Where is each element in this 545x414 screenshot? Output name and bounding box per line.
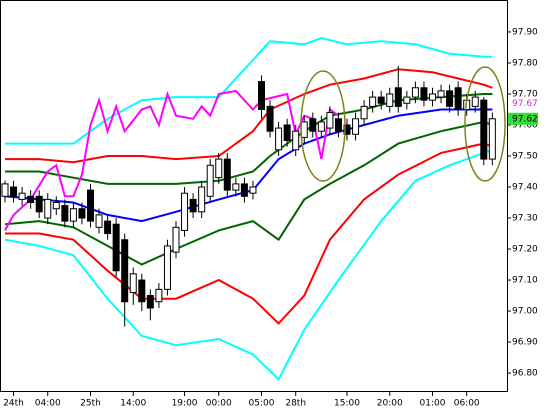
candle-body: [411, 87, 419, 98]
indicator-line: [4, 89, 340, 231]
candle-body: [266, 105, 274, 132]
candle-body: [394, 87, 402, 107]
indicator-line: [4, 148, 493, 381]
y-tick-label: 97.80: [512, 58, 538, 68]
candle-body: [377, 96, 385, 104]
candle-body: [275, 127, 283, 151]
x-tick-label: 19:00: [172, 399, 198, 409]
candle-body: [95, 214, 103, 228]
y-tick-label: 97.40: [512, 183, 538, 193]
plot-frame: [0, 0, 508, 392]
candle-body: [215, 158, 223, 179]
y-tick-label: 97.50: [512, 151, 538, 161]
candle-body: [258, 81, 265, 110]
candle-body: [189, 198, 197, 213]
candle-body: [104, 220, 112, 235]
candle-body: [283, 124, 291, 141]
x-tick-label: 04:00: [35, 399, 61, 409]
y-tick-label: 97.70: [512, 89, 538, 99]
candle-body: [1, 183, 9, 197]
candle-body: [334, 118, 342, 132]
candle-body: [138, 279, 146, 303]
candle-body: [206, 164, 214, 197]
candle-body: [309, 118, 317, 132]
y-tick-label: 97.10: [512, 276, 538, 286]
highlight-ellipse: [464, 66, 506, 182]
x-tick-label: 24th: [3, 399, 24, 409]
candle-body: [369, 96, 377, 107]
y-tick-label: 97.60: [512, 120, 538, 130]
candle-body: [223, 158, 231, 191]
candle-body: [488, 118, 496, 160]
candle-body: [27, 195, 35, 204]
candle-body: [232, 183, 240, 191]
candle-body: [429, 93, 436, 101]
candle-body: [78, 208, 86, 219]
x-tick-label: 20:00: [377, 399, 403, 409]
candle-body: [292, 130, 300, 151]
indicator-line: [5, 37, 493, 145]
price-label-box: [508, 112, 538, 125]
candle-body: [146, 295, 154, 309]
candle-body: [360, 105, 368, 120]
candle-body: [52, 202, 60, 210]
candle-body: [480, 99, 488, 160]
candle-body: [249, 186, 257, 194]
y-tick-label: 96.80: [512, 369, 538, 379]
candle-body: [112, 223, 120, 272]
indicator-line: [4, 120, 493, 266]
indicator-line: [5, 142, 493, 325]
y-tick-label: 97.20: [512, 245, 538, 255]
x-tick-label: 05:00: [249, 399, 275, 409]
y-tick-label: 97.00: [512, 307, 538, 317]
x-tick-label: 06:00: [454, 399, 480, 409]
candle-body: [420, 87, 428, 101]
y-tick-label: 97.30: [512, 214, 538, 224]
candle-body: [471, 96, 479, 107]
indicator-line: [5, 93, 493, 185]
candle-body: [69, 208, 77, 222]
candle-body: [300, 121, 308, 138]
candle-body: [10, 186, 18, 197]
candle-body: [155, 288, 163, 303]
highlight-ellipse: [300, 70, 346, 182]
candle-body: [240, 183, 248, 197]
price-label: 97.67: [512, 99, 538, 109]
price-label: 97.62: [512, 114, 538, 124]
candle-body: [386, 93, 394, 107]
candle-body: [437, 90, 445, 98]
x-tick-label: 00:00: [206, 399, 232, 409]
candle-body: [352, 118, 360, 135]
y-tick-label: 96.90: [512, 338, 538, 348]
candle-body: [44, 198, 52, 219]
candle-body: [18, 192, 26, 200]
candle-body: [163, 245, 171, 290]
candle-body: [172, 226, 180, 253]
candle-body: [446, 90, 454, 107]
candle-body: [454, 87, 462, 110]
x-tick-label: 28th: [285, 399, 306, 409]
x-tick-label: 14:00: [120, 399, 146, 409]
candle-body: [87, 189, 94, 222]
x-tick-label: 01:00: [420, 399, 446, 409]
candle-body: [198, 186, 206, 213]
candle-body: [326, 112, 334, 129]
y-tick-label: 97.90: [512, 27, 538, 37]
candle-body: [61, 205, 69, 222]
candle-body: [317, 121, 325, 132]
candle-body: [403, 96, 411, 104]
candle-body: [35, 195, 43, 213]
x-tick-label: 15:00: [334, 399, 360, 409]
x-tick-label: 25th: [80, 399, 101, 409]
candle-body: [129, 273, 137, 293]
candle-body: [343, 124, 351, 135]
candle-body: [121, 239, 129, 303]
candle-body: [181, 192, 189, 231]
